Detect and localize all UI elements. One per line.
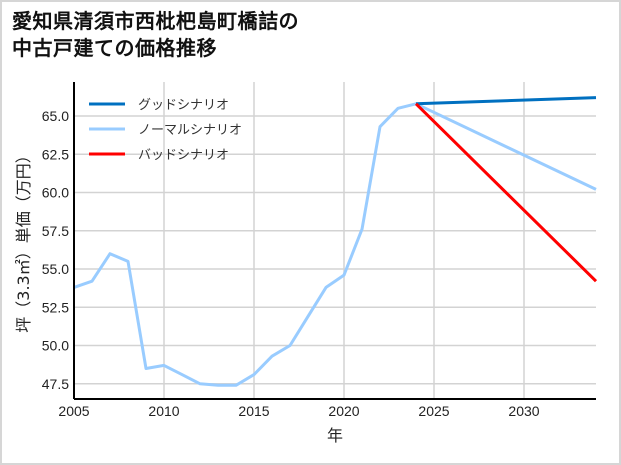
chart-title-line2: 中古戸建ての価格推移 <box>12 36 217 60</box>
y-tick-label: 60.0 <box>42 185 69 201</box>
series-line <box>414 102 598 283</box>
y-axis-label: 坪（3.3㎡）単価（万円） <box>14 147 33 332</box>
x-tick-label: 2025 <box>418 403 449 419</box>
y-tick-label: 47.5 <box>42 376 69 392</box>
x-tick-label: 2020 <box>328 403 359 419</box>
legend-label: グッドシナリオ <box>138 98 229 113</box>
y-axis-ticks: 65.0 62.5 60.0 57.5 55.0 52.5 50.0 47.5 <box>42 108 69 392</box>
x-tick-label: 2005 <box>58 403 89 419</box>
legend-label: ノーマルシナリオ <box>138 123 242 138</box>
x-axis-label: 年 <box>327 426 343 445</box>
chart-title: 愛知県清須市西枇杷島町橋詰の 中古戸建ての価格推移 <box>12 8 299 62</box>
chart-title-line1: 愛知県清須市西枇杷島町橋詰の <box>12 9 299 33</box>
x-tick-label: 2010 <box>148 403 179 419</box>
x-tick-label: 2015 <box>238 403 269 419</box>
y-tick-label: 65.0 <box>42 108 69 124</box>
x-axis-ticks: 2005 2010 2015 2020 2025 2030 <box>58 403 539 419</box>
y-tick-label: 62.5 <box>42 146 69 162</box>
x-tick-label: 2030 <box>508 403 539 419</box>
y-tick-label: 52.5 <box>42 299 69 315</box>
y-tick-label: 50.0 <box>42 338 69 354</box>
series-line <box>415 96 597 106</box>
legend-label: バッドシナリオ <box>138 148 229 163</box>
gridlines <box>74 82 596 399</box>
data-lines <box>73 96 598 387</box>
axes <box>73 82 596 400</box>
y-tick-label: 55.0 <box>42 261 69 277</box>
y-tick-label: 57.5 <box>42 223 69 239</box>
series-line <box>73 102 597 387</box>
